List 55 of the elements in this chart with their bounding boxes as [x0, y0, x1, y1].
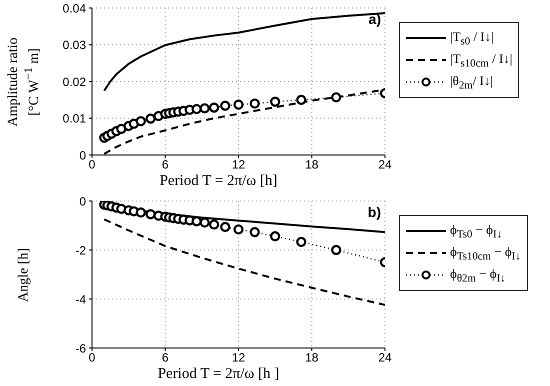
point	[192, 216, 202, 226]
point	[116, 124, 126, 134]
point	[331, 244, 342, 256]
y-tick-label: 0.02	[62, 74, 86, 89]
x-tick-label: 0	[88, 158, 96, 172]
x-tick-label: 24	[378, 158, 392, 172]
point	[220, 222, 230, 232]
point	[233, 100, 244, 110]
x-tick-label: 12	[232, 158, 246, 172]
line-series	[103, 218, 385, 306]
legend-label: ϕ$_{θ2m}$ − ϕ$_{I↓}$	[450, 266, 506, 284]
point	[233, 224, 244, 235]
y-tick-label: -2	[75, 243, 86, 258]
point	[270, 96, 280, 107]
point	[146, 209, 156, 220]
legend-label: |θ$_{2m}$/ I↓|	[450, 72, 493, 92]
x-axis-title: Period T = 2π/ω [h]	[158, 173, 278, 190]
point	[296, 236, 306, 248]
point	[250, 98, 260, 109]
point	[136, 207, 146, 218]
y-tick-label: 0.01	[62, 112, 86, 126]
x-axis-title: Period T = 2π/ω [h ]	[156, 366, 280, 383]
y-tick-label: 0.04	[62, 1, 86, 16]
x-tick-label: 18	[305, 350, 319, 365]
point	[296, 94, 306, 105]
point	[192, 104, 202, 114]
x-tick-label: 6	[162, 350, 169, 365]
point	[250, 227, 260, 238]
legend-label: |T$_{s0}$ / I↓|	[450, 28, 494, 48]
y-tick-label: 0.03	[62, 38, 86, 52]
point	[270, 231, 280, 242]
point	[146, 114, 156, 124]
point	[208, 102, 220, 113]
x-tick-label: 18	[305, 158, 319, 172]
annotation: b)	[368, 204, 381, 220]
point	[331, 92, 342, 102]
legend-label: ϕ$_{Ts10cm}$ − ϕ$_{I↓}$	[450, 244, 521, 262]
legend-label: ϕ$_{Ts0}$ − ϕ$_{I↓}$	[450, 222, 502, 240]
point	[208, 219, 220, 230]
y-axis-title: Angle [h]	[16, 247, 32, 302]
legend-label: |T$_{s10cm}$ / I↓|	[450, 50, 512, 70]
line-series	[103, 12, 385, 92]
point	[220, 100, 230, 111]
y-tick-label: 0	[79, 148, 86, 162]
x-tick-label: 24	[378, 350, 392, 365]
point	[200, 103, 210, 114]
point	[136, 116, 146, 126]
x-tick-label: 0	[88, 350, 96, 365]
y-tick-label: -4	[75, 292, 86, 306]
y-tick-label: -6	[75, 341, 86, 356]
y-tick-label: 0	[79, 194, 86, 208]
x-tick-label: 12	[232, 350, 246, 365]
annotation: a)	[368, 11, 381, 27]
x-tick-label: 6	[162, 158, 169, 172]
point	[200, 217, 210, 228]
